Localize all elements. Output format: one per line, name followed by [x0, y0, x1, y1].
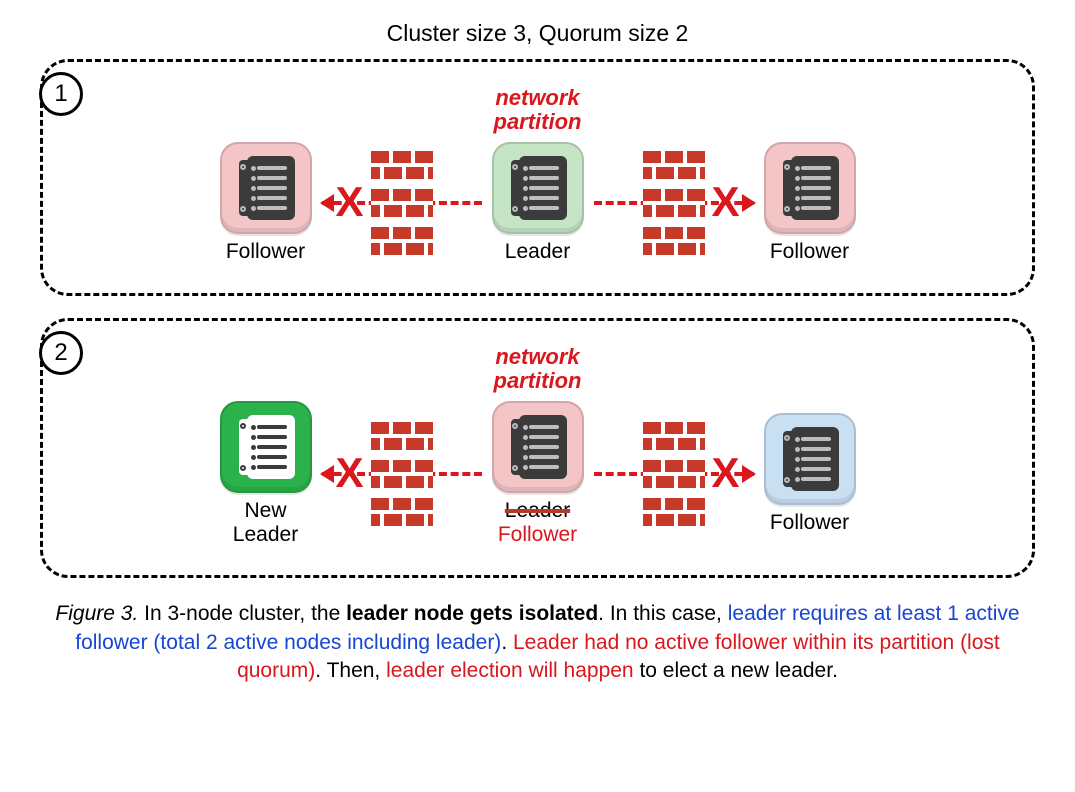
caption-seg: . Then, [315, 659, 386, 682]
node-label: Leader Follower [498, 499, 577, 547]
node-follower-right: Follower [764, 413, 856, 535]
network-partition-label: networkpartition [79, 345, 996, 393]
arrow-left-icon [320, 194, 334, 212]
panel-2-row: NewLeader X Leader Follower [79, 401, 996, 547]
node-new-leader: NewLeader [220, 401, 312, 547]
step-badge: 1 [39, 72, 83, 116]
x-mark-icon: X [711, 178, 739, 226]
caption-red: leader election will happen [386, 659, 634, 682]
node-box [492, 142, 584, 234]
diagram-title: Cluster size 3, Quorum size 2 [40, 20, 1035, 47]
caption-prefix: Figure 3. [55, 602, 138, 625]
node-box [764, 413, 856, 505]
panel-1-row: Follower X Leader X [79, 142, 996, 264]
x-mark-icon: X [711, 449, 739, 497]
connection-broken: X [594, 428, 754, 520]
connection-broken: X [322, 157, 482, 249]
connection-broken: X [594, 157, 754, 249]
node-box [492, 401, 584, 493]
caption-seg: In 3-node cluster, the [138, 602, 346, 625]
arrow-right-icon [742, 194, 756, 212]
x-mark-icon: X [336, 178, 364, 226]
node-label: Follower [226, 240, 305, 264]
caption-seg: . In this case, [598, 602, 728, 625]
node-follower-left: Follower [220, 142, 312, 264]
node-follower-right: Follower [764, 142, 856, 264]
caption-seg: to elect a new leader. [634, 659, 838, 682]
caption-bold: leader node gets isolated [346, 602, 598, 625]
node-box [220, 142, 312, 234]
caption-seg: . [501, 631, 513, 654]
node-label: Follower [770, 511, 849, 535]
firewall-icon [371, 148, 433, 258]
panel-step-2: 2 networkpartition NewLeader X Leader Fo… [40, 318, 1035, 579]
new-role: Follower [498, 523, 577, 546]
network-partition-label: networkpartition [79, 86, 996, 134]
node-label: Follower [770, 240, 849, 264]
firewall-icon [643, 419, 705, 529]
node-demoted-leader: Leader Follower [492, 401, 584, 547]
x-mark-icon: X [336, 449, 364, 497]
firewall-icon [371, 419, 433, 529]
arrow-left-icon [320, 465, 334, 483]
old-role-struck: Leader [505, 499, 570, 522]
node-label: NewLeader [233, 499, 298, 547]
panel-step-1: 1 networkpartition Follower X Leader [40, 59, 1035, 296]
node-leader-center: Leader [492, 142, 584, 264]
node-box [764, 142, 856, 234]
node-box [220, 401, 312, 493]
connection-broken: X [322, 428, 482, 520]
arrow-right-icon [742, 465, 756, 483]
firewall-icon [643, 148, 705, 258]
node-label: Leader [505, 240, 570, 264]
step-badge: 2 [39, 331, 83, 375]
figure-caption: Figure 3. In 3-node cluster, the leader … [40, 600, 1035, 685]
